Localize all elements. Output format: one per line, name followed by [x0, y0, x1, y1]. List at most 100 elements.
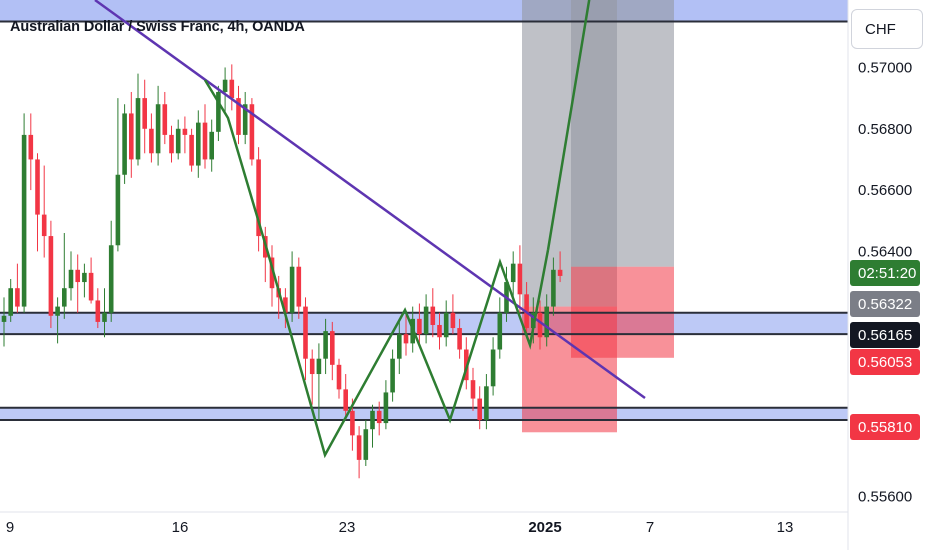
- candle-down: [437, 324, 442, 338]
- candle-down: [162, 104, 168, 135]
- trendline[interactable]: [94, 0, 646, 400]
- candle-up: [68, 269, 74, 289]
- support-zone-lower: [0, 407, 848, 421]
- x-tick-label: 2025: [528, 519, 561, 536]
- currency-button[interactable]: CHF: [851, 9, 923, 49]
- candle-up: [423, 306, 429, 335]
- candle-up: [323, 331, 328, 359]
- price-label-bg: [850, 260, 920, 286]
- candle-down: [88, 272, 94, 301]
- candle-up: [289, 266, 295, 313]
- candle-down: [376, 410, 382, 424]
- price-label: 0.56322: [858, 296, 912, 313]
- candle-up: [21, 134, 27, 307]
- candle-down: [477, 398, 482, 421]
- candle-up: [175, 128, 181, 154]
- candle-up: [8, 288, 13, 316]
- candle-down: [15, 288, 20, 307]
- candle-up: [135, 98, 141, 160]
- candle-up: [383, 392, 389, 424]
- candle-up: [155, 104, 161, 154]
- candle-down: [129, 113, 134, 160]
- x-tick-label: 16: [172, 519, 189, 536]
- candle-down: [457, 328, 462, 350]
- candle-up: [443, 312, 449, 338]
- candle-down: [269, 257, 275, 289]
- candle-down: [283, 297, 288, 313]
- candle-down: [450, 312, 456, 329]
- candle-down: [202, 122, 208, 160]
- candle-up: [209, 131, 214, 160]
- candle-down: [169, 134, 174, 154]
- candle-down: [557, 269, 563, 276]
- candle-down: [403, 334, 409, 344]
- plot-background: [0, 0, 848, 512]
- candle-down: [296, 266, 302, 307]
- y-tick-label: 0.57000: [858, 59, 912, 76]
- candle-down: [48, 236, 54, 316]
- candle-up: [490, 349, 496, 387]
- candle-down: [236, 98, 241, 135]
- candle-up: [397, 334, 402, 359]
- candle-down: [28, 134, 34, 160]
- candle-up: [222, 79, 228, 92]
- candle-down: [417, 318, 422, 335]
- price-label-bg: [850, 291, 920, 317]
- candle-down: [309, 358, 315, 375]
- candle-up: [102, 312, 107, 322]
- candle-up: [82, 272, 87, 283]
- candle-up: [497, 312, 503, 350]
- price-label: 0.56165: [858, 327, 912, 344]
- candle-up: [363, 429, 369, 460]
- y-tick-label: 0.56400: [858, 243, 912, 260]
- price-label-bg: [850, 349, 920, 375]
- projection-line[interactable]: [546, 0, 591, 251]
- candle-down: [256, 159, 261, 237]
- price-label: 0.56053: [858, 354, 912, 371]
- candle-down: [95, 300, 101, 322]
- candle-down: [303, 306, 308, 359]
- currency-label: CHF: [865, 20, 896, 38]
- candle-up: [216, 91, 221, 132]
- candle-down: [229, 79, 235, 99]
- candle-down: [330, 331, 335, 365]
- candle-down: [182, 128, 188, 135]
- candle-up: [55, 306, 60, 316]
- candle-up: [108, 245, 114, 313]
- x-tick-label: 23: [339, 519, 356, 536]
- candle-down: [470, 380, 476, 399]
- y-tick-label: 0.56800: [858, 121, 912, 138]
- candle-up: [370, 410, 375, 430]
- zigzag-path[interactable]: [203, 79, 550, 459]
- price-label: 0.55810: [858, 419, 912, 436]
- candle-down: [189, 134, 194, 166]
- x-tick-label: 13: [777, 519, 794, 536]
- candle-up: [484, 386, 489, 421]
- candle-up: [196, 122, 201, 166]
- price-label: 02:51:20: [858, 265, 916, 282]
- candle-down: [75, 269, 80, 283]
- candle-down: [149, 128, 154, 154]
- candle-up: [510, 263, 516, 283]
- target-box-2: [571, 0, 674, 267]
- x-tick-label: 9: [6, 519, 14, 536]
- candle-up: [316, 358, 322, 375]
- candle-down: [343, 389, 348, 411]
- y-tick-label: 0.56600: [858, 182, 912, 199]
- y-tick-label: 0.55600: [858, 489, 912, 506]
- candle-up: [122, 113, 127, 175]
- candle-up: [62, 288, 67, 307]
- candle-up: [551, 269, 556, 307]
- candle-down: [430, 306, 436, 325]
- candle-up: [115, 174, 121, 246]
- candle-up: [531, 312, 536, 329]
- candle-down: [41, 214, 47, 237]
- candle-up: [1, 315, 7, 322]
- candle-up: [544, 306, 549, 338]
- candle-down: [356, 435, 362, 460]
- candle-down: [35, 159, 40, 215]
- time-axis[interactable]: [0, 512, 848, 550]
- price-label-bg: [850, 414, 920, 440]
